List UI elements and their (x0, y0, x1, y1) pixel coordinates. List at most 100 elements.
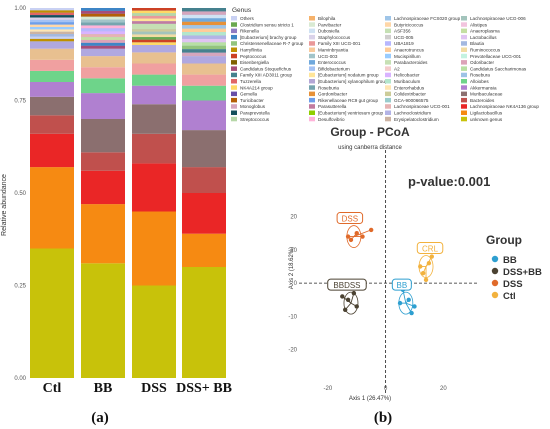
bar-segment (30, 34, 74, 37)
legend-swatch (461, 34, 467, 40)
bar-segment (182, 130, 226, 168)
legend-swatch (231, 34, 237, 40)
legend-item: Lachnospiraceae UCG-001 (394, 104, 450, 109)
legend-swatch (385, 72, 391, 78)
legend-swatch (461, 104, 467, 109)
legend-item: UCG-005 (394, 35, 414, 40)
legend-swatch (461, 79, 467, 84)
legend-item: Paraprevotella (240, 111, 270, 116)
stacked-bar (81, 8, 125, 378)
bar-segment (132, 211, 176, 286)
bar-segment (132, 85, 176, 105)
bar-segment (30, 31, 74, 35)
legend-swatch (385, 110, 391, 115)
legend-item: UCG-003 (318, 54, 338, 59)
legend-swatch (385, 41, 391, 46)
data-point (406, 297, 411, 302)
data-point (351, 290, 357, 296)
legend-item: Akkermansia (470, 85, 497, 90)
legend-item: Rosebura (470, 73, 490, 78)
legend-swatch (461, 53, 467, 59)
legend-swatch (309, 41, 315, 46)
bar-segment (81, 16, 125, 20)
data-point (418, 264, 423, 269)
y-tick-label: 20 (290, 215, 297, 221)
legend-swatch (385, 97, 391, 103)
data-point (340, 294, 345, 299)
group-label: DSS (342, 215, 358, 224)
legend-item: A2 (394, 66, 400, 71)
bar-segment (81, 28, 125, 32)
legend-item: Harryflintia (240, 48, 262, 53)
legend-swatch (461, 85, 467, 90)
category-label: BB (94, 381, 113, 396)
legend-swatch (461, 116, 467, 122)
legend-item: Candidatus Stoquefichus (240, 66, 292, 71)
bar-segment (182, 100, 226, 131)
bar-segment (132, 133, 176, 164)
data-point (345, 297, 351, 302)
legend-item: Enterococcus (318, 60, 347, 65)
legend-item: Rikenella (240, 29, 259, 34)
y-tick-label: 1.00 (14, 6, 26, 12)
legend-swatch (309, 53, 315, 59)
bar-segment (132, 285, 176, 378)
bar-segment (81, 152, 125, 171)
legend-swatch (309, 34, 315, 40)
legend-item: Parabacteroides (394, 60, 428, 65)
bar-segment (182, 85, 226, 101)
group-label: BBDSS (333, 281, 360, 290)
legend-swatch (309, 47, 315, 52)
bar-segment (30, 24, 74, 28)
legend-swatch (461, 110, 467, 115)
group-label: BB (396, 281, 407, 290)
bar-segment (132, 63, 176, 75)
bar-segment (81, 34, 125, 38)
legend-item: Anaeroplasma (470, 29, 500, 34)
bar-segment (182, 267, 226, 378)
category-labels: Ctl BB DSS DSS+ BB (43, 381, 232, 396)
bar-segment (132, 52, 176, 64)
bar-segment (81, 93, 125, 119)
bar-segment (182, 35, 226, 39)
bar-segment (81, 170, 125, 205)
legend-swatch (231, 91, 237, 97)
legend-item: Staphylococcus (318, 35, 351, 40)
bar-segment (132, 34, 176, 38)
bar-segment (30, 27, 74, 30)
legend-item: Candidatus Saccharimonas (470, 66, 527, 71)
y-tick-label: 0.50 (14, 191, 26, 197)
series-DSS+BB: BBDSS (327, 278, 367, 315)
bar-segment (81, 48, 125, 57)
legend-title-genus: Genus (232, 7, 252, 14)
legend-swatch (309, 79, 315, 84)
legend-item: GCA-900066575 (394, 98, 429, 103)
legend-item: Blautia (470, 41, 484, 46)
group-legend-title: Group (486, 233, 522, 247)
legend-item: [Eubacterium] nodatum group (318, 73, 379, 78)
spider-line (402, 289, 407, 304)
legend-item: Eisenbergiella (240, 60, 269, 65)
legend-swatch (385, 22, 391, 27)
bar-segment (30, 41, 74, 49)
legend-swatch (309, 85, 315, 90)
bar-segment (132, 37, 176, 40)
legend-item: Mucispirillum (394, 54, 421, 59)
y-tick-label: 10 (290, 248, 297, 254)
pcoa-axes: -20 -10 0 10 20 -20 0 20 (288, 150, 478, 393)
legend-item: Desulfovibrio (318, 117, 345, 122)
legend-item: Family XIII AD3011 group (240, 73, 292, 78)
stacked-bar (30, 8, 74, 378)
bar-segment (81, 56, 125, 68)
bar-segment (30, 12, 74, 16)
legend-item: Ruminococcus (470, 48, 501, 53)
legend-swatch (385, 104, 391, 109)
y-tick-label: -20 (288, 348, 297, 354)
legend-swatch (309, 28, 315, 34)
legend-swatch (231, 47, 237, 52)
legend-swatch (309, 22, 315, 27)
bar-segment (81, 8, 125, 11)
bar-segment (132, 31, 176, 35)
bar-segment (30, 82, 74, 97)
